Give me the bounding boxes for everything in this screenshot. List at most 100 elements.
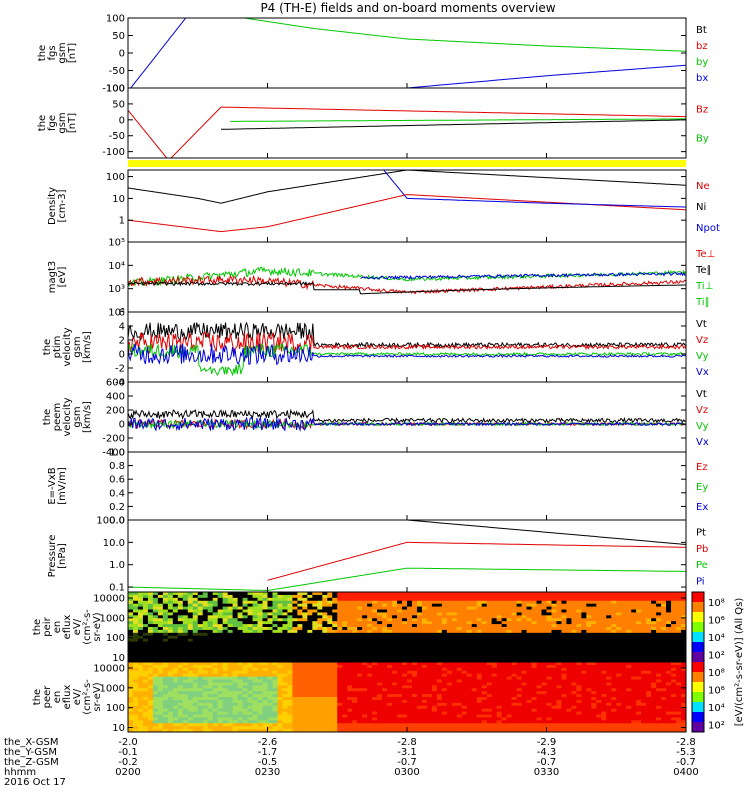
- spectrogram-cell: [446, 679, 453, 684]
- spectrogram-cell: [147, 682, 154, 686]
- y-tick-label: -100: [102, 147, 125, 158]
- spectrogram-cell: [137, 664, 144, 669]
- spectrogram-cell: [252, 720, 259, 724]
- spectrogram-cell: [586, 638, 592, 643]
- spectrogram-cell: [222, 638, 229, 643]
- spectrogram-cell: [327, 679, 333, 684]
- spectrogram-cell: [576, 624, 582, 628]
- spectrogram-cell: [267, 635, 274, 640]
- spectrogram-cell: [207, 621, 214, 625]
- spectrogram-cell: [496, 629, 503, 634]
- spectrogram-cell: [651, 629, 657, 634]
- spectrogram-cell: [227, 676, 234, 681]
- spectrogram-cell: [237, 606, 244, 611]
- spectrogram-cell: [267, 667, 274, 672]
- spectrogram-cell: [307, 673, 313, 678]
- spectrogram-cell: [387, 621, 393, 625]
- spectrogram-cell: [257, 650, 264, 654]
- spectrogram-cell: [426, 612, 433, 616]
- spectrogram-cell: [172, 682, 179, 686]
- spectrogram-cell: [611, 653, 617, 657]
- spectrogram-cell: [496, 697, 503, 701]
- spectrogram-cell: [641, 656, 647, 660]
- spectrogram-cell: [277, 664, 284, 669]
- y-tick-label: 100: [106, 172, 125, 183]
- spectrogram-cell: [372, 691, 378, 695]
- spectrogram-cell: [267, 664, 274, 669]
- spectrogram-cell: [362, 667, 368, 672]
- spectrogram-cell: [451, 691, 458, 695]
- spectrogram-cell: [128, 618, 134, 622]
- spectrogram-cell: [372, 720, 378, 724]
- spectrogram-cell: [546, 618, 553, 622]
- spectrogram-cell: [207, 597, 214, 602]
- spectrogram-cell: [407, 650, 413, 654]
- spectrogram-cell: [172, 638, 179, 643]
- spectrogram-cell: [486, 720, 493, 724]
- spectrogram-cell: [137, 600, 144, 605]
- y-tick-label: 100: [106, 84, 125, 95]
- spectrogram-cell: [187, 621, 194, 625]
- spectrogram-cell: [471, 708, 478, 713]
- spectrogram-cell: [267, 647, 274, 651]
- spectrogram-cell: [192, 664, 199, 669]
- spectrogram-cell: [441, 697, 448, 701]
- spectrogram-cell: [566, 641, 573, 646]
- spectrogram-cell: [461, 647, 468, 651]
- spectrogram-cell: [436, 670, 443, 675]
- spectrogram-cell: [362, 644, 368, 649]
- spectrogram-cell: [601, 627, 607, 631]
- spectrogram-cell: [292, 612, 298, 616]
- spectrogram-cell: [257, 606, 264, 611]
- spectrogram-cell: [481, 705, 488, 710]
- spectrogram-cell: [272, 621, 279, 625]
- spectrogram-cell: [332, 644, 338, 649]
- spectrogram-cell: [162, 632, 169, 637]
- spectrogram-cell: [367, 621, 373, 625]
- spectrogram-cell: [526, 697, 533, 701]
- spectrogram-cell: [436, 656, 443, 660]
- spectrogram-cell: [302, 597, 308, 602]
- spectrogram-cell: [591, 641, 597, 646]
- spectrogram-cell: [282, 632, 289, 637]
- spectrogram-cell: [476, 635, 483, 640]
- spectrogram-cell: [287, 594, 294, 599]
- spectrogram-cell: [476, 723, 483, 727]
- spectrogram-cell: [332, 597, 338, 602]
- spectrogram-cell: [177, 600, 184, 605]
- spectrogram-cell: [202, 691, 209, 695]
- spectrogram-cell: [172, 632, 179, 637]
- spectrogram-cell: [496, 627, 503, 631]
- legend-Vy: Vy: [696, 421, 709, 432]
- spectrogram-cell: [128, 647, 134, 651]
- spectrogram-cell: [436, 621, 443, 625]
- spectrogram-cell: [511, 653, 518, 657]
- spectrogram-cell: [367, 717, 373, 721]
- spectrogram-cell: [387, 691, 393, 695]
- spectrogram-cell: [456, 638, 463, 643]
- spectrogram-cell: [466, 618, 473, 622]
- spectrogram-cell: [466, 632, 473, 637]
- spectrogram-cell: [436, 702, 443, 707]
- spectrogram-cell: [511, 682, 518, 686]
- spectrogram-cell: [501, 592, 508, 596]
- spectrogram-cell: [491, 606, 498, 611]
- y-tick-label: 1000: [100, 613, 125, 624]
- spectrogram-cell: [606, 644, 612, 649]
- spectrogram-cell: [601, 597, 607, 602]
- spectrogram-cell: [172, 603, 179, 608]
- spectrogram-cell: [262, 720, 269, 724]
- spectrogram-cell: [506, 702, 513, 707]
- spectrogram-cell: [287, 705, 294, 710]
- spectrogram-cell: [421, 647, 428, 651]
- spectrogram-cell: [621, 647, 627, 651]
- spectrogram-cell: [312, 597, 318, 602]
- spectrogram-cell: [322, 635, 328, 640]
- spectrogram-cell: [317, 714, 323, 719]
- spectrogram-cell: [137, 667, 144, 672]
- y-tick-label: 6: [119, 308, 125, 319]
- spectrogram-cell: [312, 670, 318, 675]
- spectrogram-cell: [152, 729, 159, 732]
- y-tick-label: 1: [119, 216, 125, 227]
- spectrogram-cell: [157, 594, 164, 599]
